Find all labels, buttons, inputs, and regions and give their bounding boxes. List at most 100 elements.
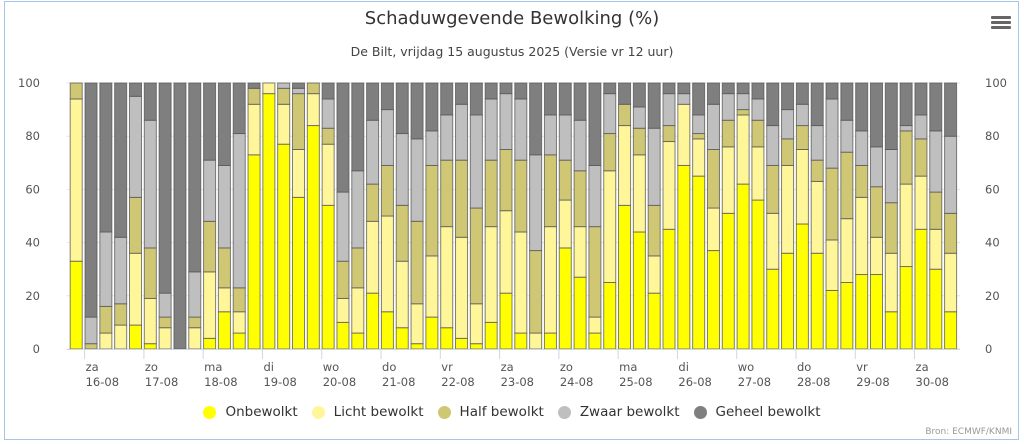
bar-segment-half-bewolkt[interactable] — [469, 207, 483, 305]
bar-stack[interactable] — [425, 82, 439, 350]
bar-segment-half-bewolkt[interactable] — [410, 220, 424, 305]
bar-segment-onbewolkt[interactable] — [203, 337, 217, 350]
bar-segment-zwaar-bewolkt[interactable] — [751, 98, 765, 121]
bar-segment-zwaar-bewolkt[interactable] — [366, 119, 380, 185]
bar-segment-onbewolkt[interactable] — [692, 175, 706, 350]
bar-segment-onbewolkt[interactable] — [69, 260, 83, 350]
bar-stack[interactable] — [529, 82, 543, 350]
bar-segment-onbewolkt[interactable] — [514, 332, 528, 350]
bar-segment-geheel-bewolkt[interactable] — [321, 82, 335, 100]
bar-segment-licht-bewolkt[interactable] — [158, 327, 172, 350]
bar-segment-zwaar-bewolkt[interactable] — [292, 87, 306, 95]
bar-segment-geheel-bewolkt[interactable] — [499, 82, 513, 95]
bar-segment-onbewolkt[interactable] — [662, 228, 676, 350]
bar-segment-zwaar-bewolkt[interactable] — [662, 93, 676, 127]
bar-stack[interactable] — [677, 82, 691, 350]
bar-stack[interactable] — [736, 82, 750, 350]
bar-stack[interactable] — [766, 82, 780, 350]
bar-segment-onbewolkt[interactable] — [306, 125, 320, 350]
bar-segment-geheel-bewolkt[interactable] — [217, 82, 231, 166]
bar-segment-zwaar-bewolkt[interactable] — [128, 95, 142, 198]
bar-segment-zwaar-bewolkt[interactable] — [603, 93, 617, 135]
bar-segment-geheel-bewolkt[interactable] — [158, 82, 172, 294]
bar-segment-licht-bewolkt[interactable] — [321, 143, 335, 206]
bar-segment-licht-bewolkt[interactable] — [647, 255, 661, 294]
bar-segment-zwaar-bewolkt[interactable] — [677, 93, 691, 105]
bar-segment-zwaar-bewolkt[interactable] — [706, 103, 720, 150]
bar-segment-onbewolkt[interactable] — [810, 252, 824, 350]
bar-segment-zwaar-bewolkt[interactable] — [647, 127, 661, 206]
bar-segment-zwaar-bewolkt[interactable] — [543, 114, 557, 156]
bar-segment-geheel-bewolkt[interactable] — [766, 82, 780, 127]
bar-segment-zwaar-bewolkt[interactable] — [395, 133, 409, 206]
bar-segment-licht-bewolkt[interactable] — [603, 170, 617, 283]
bar-segment-geheel-bewolkt[interactable] — [440, 82, 454, 116]
bar-segment-licht-bewolkt[interactable] — [380, 215, 394, 313]
bar-segment-zwaar-bewolkt[interactable] — [336, 191, 350, 262]
bar-stack[interactable] — [869, 82, 883, 350]
bar-segment-half-bewolkt[interactable] — [914, 138, 928, 177]
bar-segment-onbewolkt[interactable] — [292, 196, 306, 350]
hamburger-menu-icon[interactable] — [990, 14, 1012, 34]
bar-segment-geheel-bewolkt[interactable] — [410, 82, 424, 140]
bar-segment-geheel-bewolkt[interactable] — [632, 82, 646, 108]
bar-segment-onbewolkt[interactable] — [440, 327, 454, 350]
bar-segment-half-bewolkt[interactable] — [647, 204, 661, 257]
bar-segment-zwaar-bewolkt[interactable] — [781, 109, 795, 140]
bar-segment-half-bewolkt[interactable] — [84, 343, 98, 350]
bar-segment-zwaar-bewolkt[interactable] — [380, 109, 394, 166]
bar-segment-onbewolkt[interactable] — [751, 199, 765, 350]
bar-segment-onbewolkt[interactable] — [143, 343, 157, 350]
bar-segment-geheel-bewolkt[interactable] — [588, 82, 602, 166]
bar-stack[interactable] — [692, 82, 706, 350]
bar-stack[interactable] — [929, 82, 943, 350]
bar-segment-licht-bewolkt[interactable] — [247, 103, 261, 156]
bar-segment-zwaar-bewolkt[interactable] — [217, 164, 231, 249]
bar-segment-half-bewolkt[interactable] — [395, 204, 409, 262]
bar-stack[interactable] — [751, 82, 765, 350]
bar-segment-half-bewolkt[interactable] — [662, 125, 676, 143]
bar-segment-half-bewolkt[interactable] — [588, 226, 602, 318]
bar-segment-zwaar-bewolkt[interactable] — [277, 82, 291, 89]
bar-segment-licht-bewolkt[interactable] — [262, 82, 276, 95]
bar-stack[interactable] — [558, 82, 572, 350]
bar-stack[interactable] — [588, 82, 602, 350]
bar-segment-licht-bewolkt[interactable] — [884, 252, 898, 313]
bar-segment-half-bewolkt[interactable] — [929, 191, 943, 230]
bar-segment-licht-bewolkt[interactable] — [306, 93, 320, 127]
bar-segment-onbewolkt[interactable] — [929, 268, 943, 350]
bar-segment-licht-bewolkt[interactable] — [751, 146, 765, 201]
bar-segment-licht-bewolkt[interactable] — [588, 316, 602, 334]
bar-stack[interactable] — [99, 82, 113, 350]
bar-segment-zwaar-bewolkt[interactable] — [499, 93, 513, 150]
bar-segment-half-bewolkt[interactable] — [543, 154, 557, 228]
bar-segment-zwaar-bewolkt[interactable] — [766, 125, 780, 166]
bar-segment-half-bewolkt[interactable] — [529, 250, 543, 334]
bar-segment-geheel-bewolkt[interactable] — [336, 82, 350, 193]
bar-segment-licht-bewolkt[interactable] — [336, 297, 350, 323]
bar-segment-half-bewolkt[interactable] — [499, 149, 513, 212]
legend-item-geheel-bewolkt[interactable]: Geheel bewolkt — [693, 404, 821, 420]
bar-segment-zwaar-bewolkt[interactable] — [573, 119, 587, 172]
bar-stack[interactable] — [618, 82, 632, 350]
bar-segment-geheel-bewolkt[interactable] — [247, 82, 261, 89]
bar-segment-zwaar-bewolkt[interactable] — [514, 98, 528, 161]
bar-segment-onbewolkt[interactable] — [677, 164, 691, 350]
bar-segment-half-bewolkt[interactable] — [321, 127, 335, 145]
bar-segment-licht-bewolkt[interactable] — [499, 210, 513, 294]
bar-segment-half-bewolkt[interactable] — [247, 87, 261, 105]
bar-segment-geheel-bewolkt[interactable] — [795, 82, 809, 105]
bar-segment-onbewolkt[interactable] — [262, 93, 276, 350]
bar-segment-half-bewolkt[interactable] — [736, 109, 750, 116]
bar-stack[interactable] — [173, 82, 187, 350]
bar-segment-licht-bewolkt[interactable] — [840, 218, 854, 284]
bar-segment-geheel-bewolkt[interactable] — [173, 82, 187, 350]
bar-stack[interactable] — [647, 82, 661, 350]
bar-segment-geheel-bewolkt[interactable] — [603, 82, 617, 95]
bar-segment-licht-bewolkt[interactable] — [114, 324, 128, 350]
bar-segment-half-bewolkt[interactable] — [706, 149, 720, 209]
bar-segment-onbewolkt[interactable] — [558, 247, 572, 350]
bar-segment-half-bewolkt[interactable] — [232, 287, 246, 313]
bar-segment-licht-bewolkt[interactable] — [618, 125, 632, 206]
bar-segment-zwaar-bewolkt[interactable] — [736, 93, 750, 111]
